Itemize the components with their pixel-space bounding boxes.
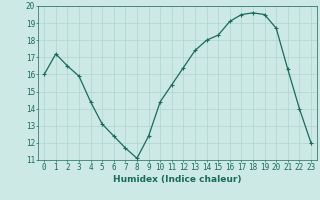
X-axis label: Humidex (Indice chaleur): Humidex (Indice chaleur) — [113, 175, 242, 184]
